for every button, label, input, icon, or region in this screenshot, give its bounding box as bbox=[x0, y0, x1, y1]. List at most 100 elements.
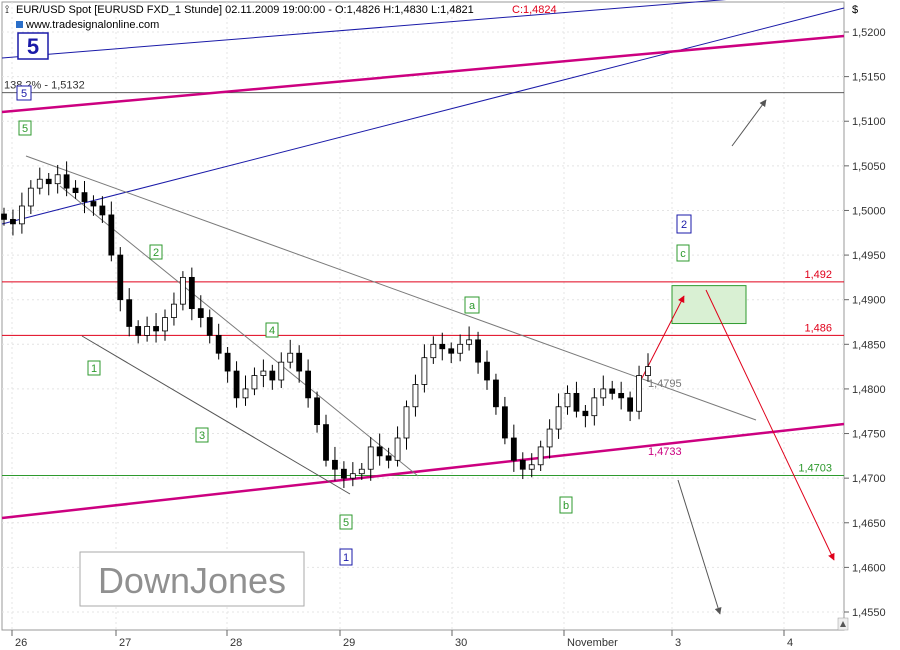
x-tick-label: 4 bbox=[787, 637, 793, 649]
candle-body bbox=[278, 361, 285, 381]
wave-label-box bbox=[18, 120, 32, 136]
candle-body bbox=[636, 375, 642, 412]
candle-body bbox=[171, 303, 177, 318]
candle-body bbox=[537, 446, 544, 466]
source-icon bbox=[16, 21, 23, 28]
channel-line bbox=[1, 0, 727, 59]
candle-body bbox=[501, 406, 508, 439]
arrow-up-red bbox=[641, 295, 685, 379]
candle-body bbox=[233, 370, 240, 399]
wave-label-box bbox=[676, 244, 690, 262]
y-tick-label: 1,4600 bbox=[852, 562, 886, 574]
candle-body bbox=[493, 379, 499, 408]
candle-body bbox=[618, 392, 625, 399]
candle-body bbox=[430, 343, 437, 359]
watermark-text: DownJones bbox=[98, 560, 286, 601]
trendline bbox=[1, 34, 845, 114]
y-tick-label: 1,5200 bbox=[852, 27, 886, 39]
x-axis: 26 27 28 29 30 November 3 4 bbox=[2, 629, 844, 649]
wave-label-box bbox=[339, 548, 353, 566]
candle-body bbox=[448, 348, 455, 354]
level-label: 1,492 bbox=[804, 269, 832, 281]
candle-body bbox=[1, 213, 7, 220]
candle-body bbox=[72, 187, 79, 194]
drawings: 1,492 1,486 1,4703 138,2% - 1,5132 1,4795 1,4… bbox=[1, 0, 845, 615]
candle-body bbox=[188, 276, 195, 310]
y-tick-label: 1,5000 bbox=[852, 205, 886, 217]
wedge-line bbox=[81, 335, 351, 495]
settings-icon[interactable]: ⟟ bbox=[5, 4, 9, 16]
wave-label: 2 bbox=[681, 219, 687, 231]
value-annotation: 1,4795 bbox=[648, 378, 682, 390]
candle-body bbox=[645, 366, 651, 376]
y-axis: 1,5200 1,5150 1,5100 1,5050 1,5000 1,4950 1,49… bbox=[844, 27, 886, 619]
candle-body bbox=[242, 388, 249, 399]
currency-symbol: $ bbox=[852, 4, 858, 16]
candle-body bbox=[126, 299, 133, 327]
x-tick-label: November bbox=[567, 637, 618, 649]
candles bbox=[1, 161, 651, 488]
candle-body bbox=[54, 174, 61, 185]
x-tick-label: 28 bbox=[230, 637, 242, 649]
candle-body bbox=[475, 339, 481, 363]
candle-body bbox=[215, 334, 222, 354]
wave-label-box bbox=[265, 322, 279, 338]
candle-body bbox=[385, 455, 392, 461]
candle-body bbox=[108, 214, 115, 256]
x-tick-label: 30 bbox=[455, 637, 467, 649]
candle-body bbox=[260, 370, 267, 376]
candle-body bbox=[519, 459, 526, 470]
candle-body bbox=[376, 446, 383, 457]
wave-label: 5 bbox=[21, 88, 27, 100]
candle-body bbox=[206, 317, 213, 336]
candle-body bbox=[582, 410, 589, 417]
candle-body bbox=[153, 326, 159, 332]
y-tick-label: 1,4850 bbox=[852, 339, 886, 351]
candle-body bbox=[10, 218, 16, 225]
candle-body bbox=[564, 392, 571, 408]
y-tick-label: 1,4950 bbox=[852, 250, 886, 262]
candle-body bbox=[349, 473, 356, 479]
y-tick-label: 1,4700 bbox=[852, 473, 886, 485]
candle-body bbox=[457, 343, 464, 354]
candle-body bbox=[296, 352, 303, 372]
candle-body bbox=[600, 388, 607, 399]
candle-body bbox=[305, 370, 312, 399]
scroll-arrow-icon[interactable] bbox=[837, 617, 849, 631]
wave-label-box bbox=[87, 360, 101, 376]
downtrend-line bbox=[25, 155, 757, 421]
candle-body bbox=[117, 254, 124, 301]
wave-label-box bbox=[676, 214, 692, 234]
candle-body bbox=[466, 339, 473, 345]
y-tick-label: 1,5050 bbox=[852, 161, 886, 173]
arrow-down-red bbox=[705, 289, 835, 561]
candle-body bbox=[412, 384, 419, 408]
candle-body bbox=[18, 205, 25, 225]
wave-label: 1 bbox=[91, 363, 97, 375]
wave-label-box bbox=[559, 496, 573, 514]
target-box bbox=[671, 285, 747, 325]
wave-label: 1 bbox=[343, 552, 349, 564]
candle-body bbox=[403, 406, 410, 439]
arrow-down-gray bbox=[677, 479, 722, 615]
candle-body bbox=[197, 308, 204, 318]
wave-label: b bbox=[563, 500, 569, 512]
candle-body bbox=[358, 468, 365, 475]
chart-header: ⟟ EUR/USD Spot [EURUSD FXD_1 Stunde] 02.… bbox=[5, 4, 858, 31]
x-tick-label: 29 bbox=[343, 637, 355, 649]
y-tick-label: 1,4900 bbox=[852, 295, 886, 307]
y-tick-label: 1,4750 bbox=[852, 429, 886, 441]
candle-body bbox=[135, 326, 142, 336]
y-tick-label: 1,4800 bbox=[852, 384, 886, 396]
candle-body bbox=[99, 205, 106, 216]
wave-label-box bbox=[149, 244, 163, 260]
x-tick-label: 26 bbox=[15, 637, 27, 649]
y-tick-label: 1,5150 bbox=[852, 72, 886, 84]
candle-body bbox=[439, 343, 446, 350]
wave-label: 3 bbox=[199, 430, 205, 442]
candle-body bbox=[340, 468, 347, 479]
wave-label: 5 bbox=[22, 123, 28, 135]
x-tick-label: 3 bbox=[675, 637, 681, 649]
instrument-info: EUR/USD Spot [EURUSD FXD_1 Stunde] 02.11… bbox=[16, 4, 474, 16]
